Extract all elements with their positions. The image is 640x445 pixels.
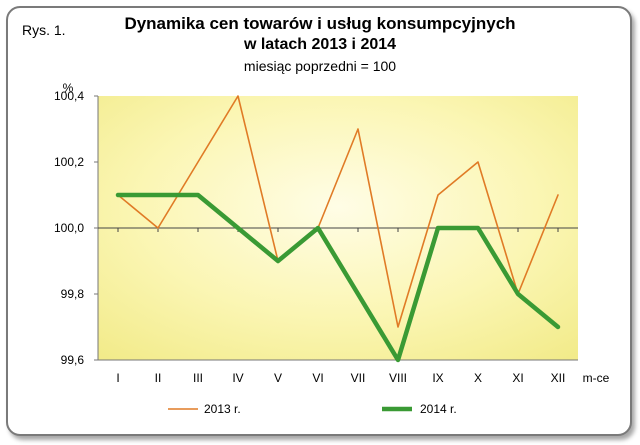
- x-tick-label: VI: [312, 371, 323, 385]
- x-tick-label: X: [474, 371, 482, 385]
- y-tick-label: 100,0: [54, 221, 84, 235]
- x-tick-label: VII: [351, 371, 366, 385]
- y-tick-label: 99,6: [61, 353, 85, 367]
- chart-subtitle: miesiąc poprzedni = 100: [243, 58, 397, 74]
- y-tick-label: 99,8: [61, 287, 85, 301]
- series-line-2: [115, 192, 561, 363]
- legend-label-2: 2014 r.: [420, 402, 457, 416]
- x-tick-label: IX: [432, 371, 443, 385]
- chart-title: Dynamika cen towarów i usług konsumpcyjn…: [124, 14, 516, 33]
- y-tick-label: 100,4: [54, 89, 84, 103]
- x-tick-label: II: [155, 371, 162, 385]
- y-tick-label: 100,2: [54, 155, 84, 169]
- x-tick-label: V: [274, 371, 282, 385]
- x-tick-label: III: [193, 371, 203, 385]
- x-tick-label: XII: [551, 371, 566, 385]
- x-tick-label: XI: [512, 371, 523, 385]
- series-line-1: [117, 95, 559, 328]
- x-axis-label: m-ce: [583, 371, 610, 385]
- y-axis-label: %: [63, 81, 74, 95]
- x-tick-label: VIII: [389, 371, 407, 385]
- x-tick-label: IV: [232, 371, 243, 385]
- chart-title-line2: w latach 2013 i 2014: [243, 36, 397, 53]
- x-tick-label: I: [116, 371, 119, 385]
- figure-label: Rys. 1.: [22, 22, 66, 38]
- legend-label-1: 2013 r.: [204, 402, 241, 416]
